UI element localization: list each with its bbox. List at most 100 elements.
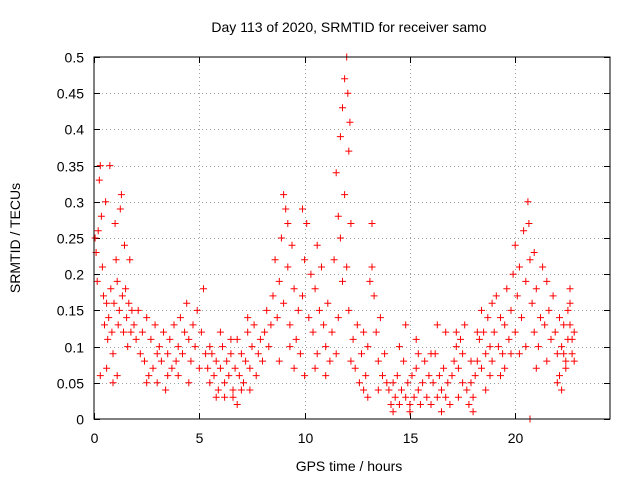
data-point-marker <box>507 306 515 314</box>
y-tick-label: 0.5 <box>65 50 85 66</box>
data-point-marker <box>96 162 104 170</box>
data-point-marker <box>568 335 576 343</box>
data-point-marker <box>532 285 540 293</box>
data-point-marker <box>507 350 515 358</box>
data-point-marker <box>478 364 485 372</box>
data-point-marker <box>179 350 186 358</box>
data-point-marker <box>280 191 288 199</box>
data-point-marker <box>509 270 517 278</box>
data-point-marker <box>132 335 140 343</box>
data-point-marker <box>355 379 363 387</box>
y-axis-title: SRMTID / TECUs <box>7 183 23 293</box>
data-point-marker <box>433 393 441 401</box>
data-point-marker <box>463 386 471 394</box>
data-point-marker <box>345 147 353 155</box>
data-point-marker <box>454 364 462 372</box>
data-point-marker <box>273 314 281 322</box>
data-point-marker <box>452 328 460 336</box>
data-point-marker <box>237 350 245 358</box>
data-point-marker <box>416 401 424 408</box>
data-point-marker <box>282 205 290 213</box>
data-point-marker <box>193 306 201 314</box>
data-point-marker <box>379 372 386 380</box>
y-tick-label: 0 <box>76 412 84 428</box>
data-point-marker <box>465 401 473 408</box>
data-point-marker <box>127 328 135 336</box>
data-point-marker <box>562 364 570 372</box>
data-point-marker <box>346 118 354 126</box>
data-point-marker <box>339 277 346 285</box>
data-point-marker <box>229 393 237 401</box>
plot-frame <box>93 56 611 420</box>
y-tick-label: 0.15 <box>57 303 84 319</box>
data-point-marker <box>332 350 340 358</box>
data-point-marker <box>97 212 105 220</box>
data-point-marker <box>364 393 372 401</box>
data-point-marker <box>143 379 151 387</box>
data-point-marker <box>452 343 460 351</box>
data-point-marker <box>114 321 122 329</box>
data-point-marker <box>271 256 279 264</box>
data-point-marker <box>277 234 285 242</box>
data-point-marker <box>292 335 300 343</box>
data-point-marker <box>290 285 298 293</box>
data-point-marker <box>95 176 103 184</box>
data-point-marker <box>414 386 422 394</box>
data-point-marker <box>530 249 538 256</box>
data-point-marker <box>240 379 247 387</box>
data-point-marker <box>166 335 174 343</box>
data-point-marker <box>326 357 334 365</box>
data-point-marker <box>488 299 496 307</box>
data-point-marker <box>339 104 346 112</box>
data-point-marker <box>362 372 370 380</box>
data-point-marker <box>98 263 106 271</box>
data-point-marker <box>191 343 199 351</box>
data-point-marker <box>223 357 231 365</box>
data-point-marker <box>212 357 220 365</box>
data-point-marker <box>227 350 235 358</box>
data-point-marker <box>501 321 509 329</box>
data-point-marker <box>534 343 542 351</box>
data-point-marker <box>204 364 212 372</box>
data-point-marker <box>305 314 313 322</box>
data-point-marker <box>484 314 492 322</box>
data-point-marker <box>410 393 418 401</box>
data-point-marker <box>494 343 502 351</box>
data-point-marker <box>406 401 414 408</box>
data-point-marker <box>96 372 104 380</box>
data-point-marker <box>478 306 485 314</box>
data-point-marker <box>311 285 319 293</box>
data-point-marker <box>116 205 124 213</box>
data-point-marker <box>263 306 271 314</box>
data-point-marker <box>442 393 450 401</box>
data-point-marker <box>547 335 555 343</box>
data-point-marker <box>151 321 159 329</box>
data-point-marker <box>334 212 342 220</box>
data-point-marker <box>505 335 513 343</box>
data-point-marker <box>301 372 309 380</box>
data-point-marker <box>294 306 302 314</box>
data-point-marker <box>227 335 235 343</box>
data-point-marker <box>138 328 146 336</box>
data-point-marker <box>206 343 214 351</box>
data-point-marker <box>395 401 403 408</box>
data-point-marker <box>143 314 151 322</box>
data-point-marker <box>351 364 359 372</box>
data-point-marker <box>537 314 544 322</box>
data-point-marker <box>104 335 112 343</box>
data-point-marker <box>185 335 193 343</box>
data-point-marker <box>172 357 180 365</box>
data-point-marker <box>513 292 521 300</box>
data-point-marker <box>187 357 195 365</box>
data-point-marker <box>202 350 210 358</box>
data-point-marker <box>235 372 243 380</box>
data-point-marker <box>427 401 435 408</box>
data-point-marker <box>442 328 450 336</box>
data-point-marker <box>457 335 464 343</box>
data-points <box>91 53 578 423</box>
data-point-marker <box>522 343 530 351</box>
data-point-marker <box>524 198 532 206</box>
x-tick-labels: 0 5 10 15 20 <box>91 430 524 446</box>
data-point-marker <box>490 328 498 336</box>
data-point-marker <box>344 89 352 97</box>
